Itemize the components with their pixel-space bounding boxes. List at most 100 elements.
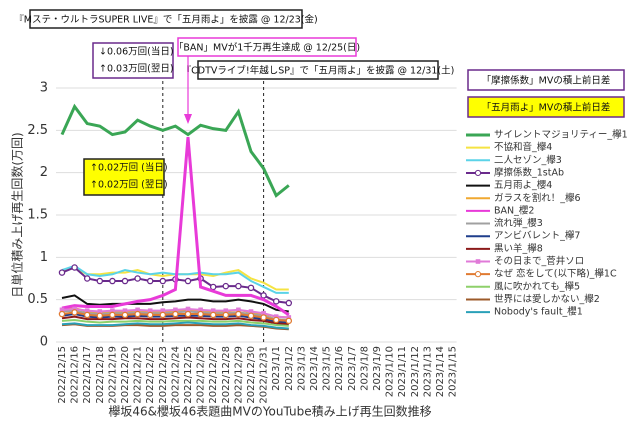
- point: [197, 310, 204, 318]
- legend-label: サイレントマジョリティー_欅1: [494, 130, 628, 141]
- point: [146, 277, 154, 285]
- point: [235, 310, 242, 318]
- x-tick-label: 2023/1/2: [284, 346, 295, 391]
- y-tick-label: 2: [40, 165, 48, 180]
- legend-marker: [474, 169, 482, 177]
- series-line: [61, 315, 289, 326]
- point: [273, 314, 279, 319]
- legend-label: 不協和音_欅4: [494, 141, 552, 153]
- x-tick-label: 2023/1/11: [397, 346, 408, 397]
- series-line: [61, 321, 289, 330]
- point: [261, 310, 266, 316]
- x-tick-label: 2022/12/31: [259, 346, 270, 404]
- legend-marker: [475, 259, 481, 264]
- x-tick-label: 2023/1/12: [410, 346, 421, 397]
- point: [272, 316, 280, 324]
- annotation-text: 「摩擦係数」MVの積上前日差: [482, 75, 611, 87]
- x-tick-label: 2022/12/20: [120, 346, 131, 404]
- point: [121, 311, 129, 319]
- legend-label: 流れ弾_櫻3: [494, 217, 543, 229]
- point: [122, 308, 128, 313]
- x-tick-label: 2022/12/21: [133, 346, 144, 404]
- legend-label: なぜ 恋をして(以下略)_欅1C: [494, 268, 617, 280]
- point: [83, 311, 91, 319]
- point: [285, 299, 293, 307]
- x-tick-label: 2022/12/15: [57, 346, 68, 404]
- legend-label: アンビバレント_欅7: [494, 231, 580, 242]
- annotation-text: 『CDTVライブ!年越しSP』で「五月雨よ」を披露 @ 12/31(土): [182, 65, 455, 77]
- annotation-text: 『Mステ・ウルトラSUPER LIVE』で「五月雨よ」を披露 @ 12/23(金…: [14, 14, 317, 26]
- chart-title: 欅坂46&櫻坂46表題曲MVのYouTube積み上げ再生回数推移: [108, 404, 431, 419]
- point: [222, 282, 230, 290]
- point: [223, 308, 229, 313]
- annotation-box: [83, 158, 165, 196]
- x-tick-label: 2023/1/1: [271, 346, 282, 391]
- x-tick-label: 2022/12/17: [82, 346, 93, 404]
- point: [96, 277, 104, 285]
- point: [58, 310, 66, 318]
- point: [184, 277, 192, 285]
- x-tick-label: 2023/1/14: [435, 346, 446, 397]
- x-tick-label: 2022/12/22: [145, 346, 156, 404]
- point: [185, 306, 191, 312]
- point: [109, 311, 116, 319]
- point: [247, 284, 255, 292]
- point: [59, 307, 65, 313]
- point: [222, 311, 230, 319]
- x-tick-label: 2022/12/24: [170, 346, 181, 404]
- legend-label: 風に吹かれても_欅5: [494, 280, 580, 292]
- annotation-text: ↑0.03万回(翌日): [99, 64, 174, 75]
- point: [159, 311, 167, 319]
- x-tick-label: 2023/1/5: [322, 346, 333, 391]
- point: [135, 307, 140, 313]
- point: [109, 277, 116, 285]
- x-tick-label: 2023/1/8: [359, 346, 370, 391]
- x-tick-label: 2022/12/16: [70, 346, 81, 404]
- x-tick-label: 2022/12/23: [158, 346, 169, 404]
- point: [159, 277, 167, 285]
- annotation-box: [467, 69, 625, 91]
- point: [260, 314, 267, 321]
- point: [235, 282, 242, 290]
- y-tick-label: 0: [40, 335, 48, 350]
- annotation-text: ↑0.02万回 (当日): [90, 162, 168, 174]
- annotation-box: [92, 42, 174, 79]
- point: [172, 310, 179, 318]
- point: [209, 283, 217, 291]
- x-tick-label: 2023/1/9: [372, 346, 383, 391]
- annotation-box: [197, 60, 439, 80]
- y-tick-label: 1: [40, 250, 48, 265]
- x-tick-label: 2022/12/29: [233, 346, 244, 404]
- x-tick-label: 2022/12/18: [95, 346, 106, 404]
- series-line: [60, 103, 290, 198]
- x-tick-label: 2023/1/3: [296, 346, 307, 391]
- point: [72, 306, 77, 312]
- point: [71, 264, 78, 271]
- point: [210, 308, 216, 313]
- annotation-text: 「BAN」MVが1千万再生達成 @ 12/25(日): [174, 42, 360, 54]
- legend-label: Nobody's fault_櫻1: [494, 306, 583, 318]
- annotation-text: ↓0.06万回(当日): [99, 46, 174, 58]
- point: [110, 308, 115, 313]
- point: [209, 311, 217, 319]
- legend-label: その日まで_菅井ソロ: [494, 255, 584, 267]
- y-tick-label: 0.5: [27, 292, 48, 307]
- x-tick-label: 2022/12/25: [183, 346, 194, 404]
- point: [184, 310, 192, 318]
- point: [58, 269, 66, 276]
- legend-marker: [474, 271, 482, 278]
- y-tick-label: 1.5: [27, 208, 48, 223]
- x-tick-label: 2023/1/15: [448, 346, 459, 397]
- legend-label: 摩擦係数_1stAb: [494, 166, 564, 178]
- point: [84, 308, 90, 313]
- legend-label: BAN_櫻2: [494, 204, 534, 216]
- point: [147, 308, 153, 313]
- legend-label: 黒い羊_欅8: [494, 242, 543, 254]
- legend-label: ガラスを割れ！_欅6: [494, 192, 581, 204]
- point: [71, 309, 78, 316]
- point: [272, 298, 280, 305]
- x-tick-label: 2022/12/26: [196, 346, 207, 404]
- y-axis-label: 日単位積み上げ再生回数(万回): [10, 132, 25, 297]
- point: [260, 292, 267, 299]
- y-tick-label: 2.5: [27, 123, 48, 138]
